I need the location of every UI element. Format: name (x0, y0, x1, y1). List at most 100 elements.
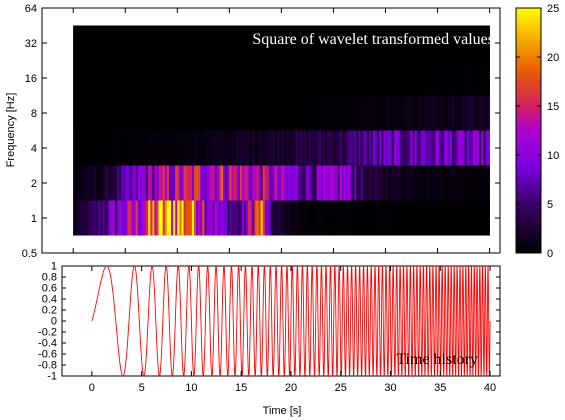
heatmap-cell (139, 130, 143, 166)
heatmap-cell (191, 95, 195, 131)
heatmap-cell (439, 95, 443, 131)
heatmap-cell (183, 60, 187, 96)
heatmap-cell (329, 25, 332, 61)
heatmap-cell (241, 60, 245, 96)
heatmap-cell (104, 25, 107, 61)
heatmap-cell (248, 25, 251, 61)
heatmap-cell (318, 130, 322, 166)
heatmap-cell (137, 95, 141, 131)
heatmap-cell (162, 165, 166, 201)
heatmap-cell (289, 165, 293, 201)
heatmap-cell (300, 130, 303, 166)
heatmap-cell (141, 165, 145, 201)
heatmap-cell (189, 165, 193, 201)
heatmap-cell (173, 130, 176, 166)
heatmap-y-tick-label: 2 (31, 178, 37, 190)
heatmap-cell (162, 95, 166, 131)
heatmap-cell (387, 95, 391, 131)
heatmap-cell (397, 165, 401, 201)
heatmap-cell (308, 165, 311, 201)
heatmap-cell (221, 60, 224, 96)
heatmap-cell (458, 165, 461, 201)
colorbar-tick-label: 20 (547, 52, 559, 64)
heatmap-cell (214, 130, 218, 166)
heatmap-cell (116, 165, 120, 201)
heatmap-cell (131, 60, 134, 96)
heatmap-cell (348, 95, 351, 131)
heatmap-cell (77, 25, 80, 61)
heatmap-cell (475, 95, 478, 131)
heatmap-cell (435, 95, 438, 131)
heatmap-cell (479, 165, 482, 201)
heatmap-cell (85, 200, 89, 236)
heatmap-cell (179, 165, 182, 201)
colorbar-ticks: 0 5 10 15 20 25 (516, 3, 559, 260)
heatmap-cell (156, 25, 159, 61)
heatmap-cell (252, 60, 255, 96)
heatmap-cell (450, 95, 453, 131)
heatmap-cell (404, 95, 407, 131)
heatmap-cell (98, 25, 101, 61)
heatmap-cell (210, 25, 214, 61)
heatmap-cell (389, 25, 393, 61)
heatmap-cell (202, 130, 205, 166)
heatmap-cell (331, 130, 334, 166)
heatmap-cell (104, 95, 107, 131)
heatmap-cell (285, 130, 289, 166)
heatmap-cell (116, 60, 120, 96)
heatmap-cell (281, 200, 284, 236)
heatmap-cell (295, 165, 299, 201)
heatmap-cell (85, 130, 89, 166)
heatmap-cell (352, 130, 355, 166)
heatmap-cell (331, 165, 334, 201)
heatmap-cell (127, 130, 130, 166)
heatmap-cell (487, 130, 490, 166)
line-y-tick-label: 1 (51, 261, 57, 273)
heatmap-cell (179, 95, 182, 131)
heatmap-cell (414, 25, 418, 61)
heatmap-cell (148, 130, 151, 166)
heatmap-cell (425, 60, 428, 96)
heatmap-cell (204, 60, 207, 96)
heatmap-cell (146, 25, 149, 61)
heatmap-cell (166, 165, 170, 201)
heatmap-cell (354, 130, 357, 166)
heatmap-cell (422, 200, 426, 236)
heatmap-cell (196, 200, 199, 236)
heatmap-cell (125, 95, 128, 131)
heatmap-cell (431, 200, 434, 236)
heatmap-cell (96, 95, 99, 131)
heatmap-cell (364, 200, 368, 236)
heatmap-cell (156, 130, 159, 166)
heatmap-cell (341, 95, 345, 131)
heatmap-cell (89, 25, 93, 61)
heatmap-cell (104, 165, 107, 201)
heatmap-cell (427, 200, 430, 236)
heatmap-cell (231, 60, 234, 96)
heatmap-cell (150, 25, 153, 61)
heatmap-cell (464, 130, 468, 166)
heatmap-cell (119, 95, 122, 131)
heatmap-cell (204, 25, 207, 61)
heatmap-cell (119, 130, 122, 166)
heatmap-cell (337, 165, 341, 201)
heatmap-cell (475, 25, 478, 61)
heatmap-cell (468, 25, 472, 61)
heatmap-cell (427, 165, 430, 201)
heatmap-cell (106, 60, 110, 96)
heatmap-cell (293, 200, 297, 236)
heatmap-cell (175, 60, 178, 96)
heatmap-cell (395, 95, 399, 131)
heatmap-cell (229, 200, 232, 236)
line-y-ticks: -1-0.8-0.6-0.4-0.200.20.40.60.81 (38, 261, 500, 383)
heatmap-cell (83, 130, 87, 166)
heatmap-cell (144, 95, 147, 131)
heatmap-cell (225, 95, 228, 131)
heatmap-cell (445, 95, 449, 131)
heatmap-cell (79, 25, 82, 61)
heatmap-cell (479, 130, 482, 166)
heatmap-cell (221, 25, 224, 61)
heatmap-cell (275, 60, 278, 96)
heatmap-cell (156, 165, 159, 201)
heatmap-cell (333, 95, 336, 131)
